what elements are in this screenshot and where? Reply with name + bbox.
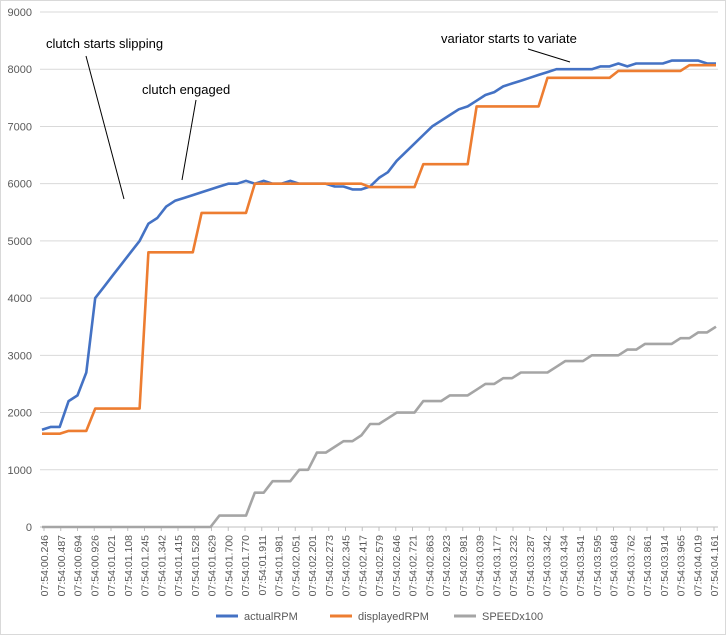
x-tick-label: 07:54:00.246 (39, 535, 51, 596)
y-tick-label: 6000 (8, 179, 32, 191)
x-tick-label: 07:54:00.487 (56, 535, 68, 596)
x-tick-label: 07:54:03.965 (676, 535, 688, 596)
x-tick-label: 07:54:01.342 (156, 535, 168, 596)
annotation-label: variator starts to variate (441, 31, 577, 46)
x-tick-label: 07:54:02.981 (458, 535, 470, 596)
y-tick-label: 8000 (8, 64, 32, 76)
annotation-leader (527, 48, 571, 63)
x-tick-label: 07:54:02.721 (408, 535, 420, 596)
x-tick-label: 07:54:03.595 (592, 535, 604, 596)
x-tick-label: 07:54:03.434 (558, 535, 570, 596)
x-tick-label: 07:54:01.108 (123, 535, 135, 596)
y-tick-label: 4000 (8, 293, 32, 305)
y-tick-label: 7000 (8, 121, 32, 133)
x-tick-label: 07:54:03.861 (642, 535, 654, 596)
y-tick-label: 0 (26, 522, 32, 534)
annotation-label: clutch starts slipping (46, 36, 163, 51)
annotation-label: clutch engaged (142, 82, 230, 97)
x-tick-label: 07:54:04.161 (709, 535, 721, 596)
x-tick-label: 07:54:03.039 (475, 535, 487, 596)
x-tick-label: 07:54:03.541 (575, 535, 587, 596)
series-line-displayedRPM (42, 63, 716, 435)
x-tick-label: 07:54:03.914 (659, 535, 671, 596)
x-tick-label: 07:54:01.981 (274, 535, 286, 596)
x-tick-label: 07:54:03.232 (508, 535, 520, 596)
x-tick-label: 07:54:02.646 (391, 535, 403, 596)
x-tick-label: 07:54:01.770 (240, 535, 252, 596)
legend-label: displayedRPM (358, 611, 429, 623)
x-tick-label: 07:54:01.629 (207, 535, 219, 596)
y-tick-label: 3000 (8, 350, 32, 362)
x-tick-label: 07:54:03.762 (625, 535, 637, 596)
series-line-actualRPM (41, 59, 716, 431)
x-tick-label: 07:54:01.911 (257, 535, 269, 596)
x-tick-label: 07:54:02.273 (324, 535, 336, 596)
x-tick-label: 07:54:03.648 (609, 535, 621, 596)
x-tick-label: 07:54:02.345 (341, 535, 353, 596)
x-tick-label: 07:54:00.926 (89, 535, 101, 596)
x-tick-label: 07:54:03.342 (542, 535, 554, 596)
legend-label: SPEEDx100 (482, 611, 543, 623)
y-tick-label: 9000 (8, 7, 32, 19)
x-tick-label: 07:54:02.051 (290, 535, 302, 596)
y-tick-label: 5000 (8, 236, 32, 248)
series-line-SPEEDx100 (42, 325, 717, 529)
y-tick-label: 1000 (8, 465, 32, 477)
x-tick-label: 07:54:02.417 (357, 535, 369, 596)
x-tick-label: 07:54:02.579 (374, 535, 386, 596)
annotation-leader (181, 99, 197, 181)
x-tick-label: 07:54:00.694 (73, 535, 85, 596)
legend-label: actualRPM (244, 611, 298, 623)
x-tick-label: 07:54:03.287 (525, 535, 537, 596)
x-tick-label: 07:54:01.245 (140, 535, 152, 596)
x-tick-label: 07:54:01.415 (173, 535, 185, 596)
x-tick-label: 07:54:02.201 (307, 535, 319, 596)
x-tick-label: 07:54:01.700 (223, 535, 235, 596)
y-tick-label: 2000 (8, 408, 32, 420)
x-tick-label: 07:54:03.177 (491, 535, 503, 596)
x-tick-label: 07:54:01.021 (106, 535, 118, 596)
x-tick-label: 07:54:01.528 (190, 535, 202, 596)
x-tick-label: 07:54:02.923 (441, 535, 453, 596)
annotation-leader (85, 55, 125, 200)
x-tick-label: 07:54:04.019 (692, 535, 704, 596)
x-tick-label: 07:54:02.863 (424, 535, 436, 596)
